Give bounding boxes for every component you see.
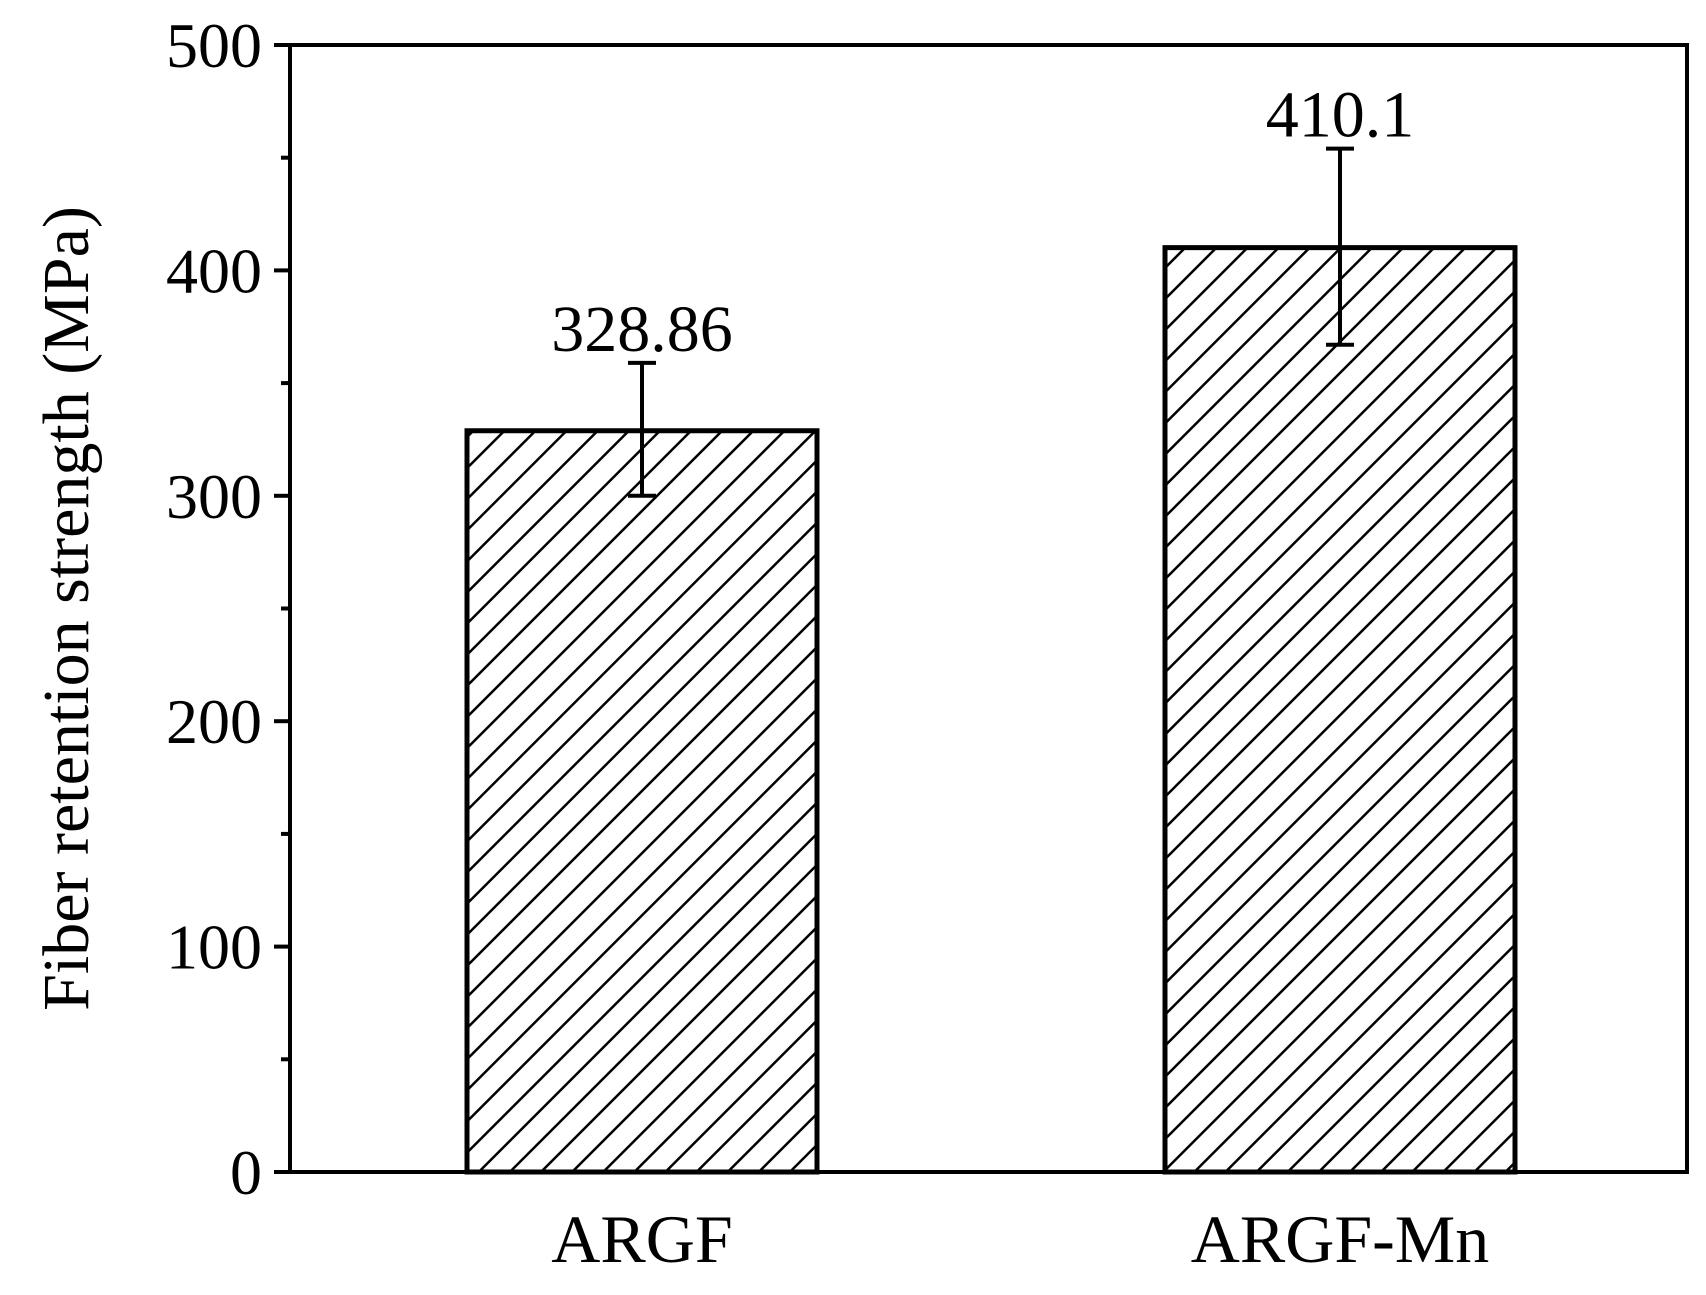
y-tick-label: 0 <box>230 1137 262 1208</box>
value-label-argf: 328.86 <box>551 293 733 366</box>
y-tick-label: 400 <box>166 235 262 306</box>
x-category-label: ARGF <box>551 1201 732 1277</box>
y-tick-label: 500 <box>166 10 262 81</box>
y-ticks-layer: 0 100 200 300 400 500 <box>166 10 290 1208</box>
value-labels-layer: 328.86 410.1 <box>551 79 1414 366</box>
bar-argf-mn <box>1162 245 1518 1175</box>
y-axis-title: Fiber retention strength (MPa) <box>30 206 103 1011</box>
error-bar-argf-mn <box>1326 146 1354 347</box>
value-label-argf-mn: 410.1 <box>1266 79 1415 152</box>
y-tick-label: 200 <box>166 686 262 757</box>
error-bars-layer <box>628 146 1354 498</box>
x-category-label: ARGF-Mn <box>1191 1201 1490 1277</box>
error-bar-argf <box>628 360 656 498</box>
y-tick-label: 300 <box>166 461 262 532</box>
bars-layer <box>464 245 1518 1175</box>
bar-argf <box>464 428 820 1175</box>
x-category-labels: ARGF ARGF-Mn <box>551 1201 1489 1277</box>
y-tick-label: 100 <box>166 912 262 983</box>
